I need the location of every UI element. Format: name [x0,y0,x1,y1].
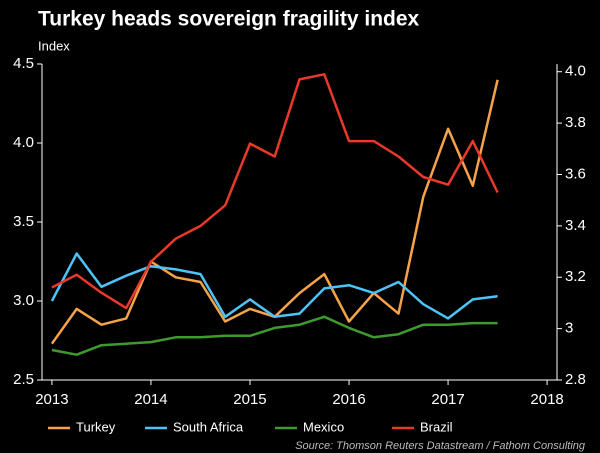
x-tick-label: 2014 [134,391,167,408]
x-tick-label: 2016 [332,391,365,408]
x-tick-label: 2013 [35,391,68,408]
chart-title: Turkey heads sovereign fragility index [38,8,420,31]
y-tick-label: 4.0 [13,134,34,151]
source: Source: Thomson Reuters Datastream / Fat… [295,440,586,452]
y-axis-label: Index [38,38,70,53]
y-tick-label: 3.5 [13,213,34,230]
series-line [51,73,499,310]
legend-label: South Africa [173,419,244,434]
y2-tick-label: 3.6 [565,165,586,182]
y2-tick-label: 3.8 [565,114,586,131]
y2-tick-label: 2.8 [565,371,586,388]
y-tick-label: 2.5 [13,371,34,388]
x-tick-label: 2015 [233,391,266,408]
legend-label: Turkey [76,419,116,434]
series-line [50,252,498,320]
legend-label: Mexico [303,419,344,434]
y2-tick-label: 3.4 [565,217,586,234]
y2-tick-label: 4.0 [565,63,586,80]
x-tick-label: 2017 [431,391,464,408]
series-line [51,315,498,356]
y2-tick-label: 3 [565,320,573,337]
y-tick-label: 3.0 [13,292,34,309]
y-tick-label: 4.5 [13,55,34,72]
x-tick-label: 2018 [530,391,563,408]
legend-label: Brazil [420,419,453,434]
y2-tick-label: 3.2 [565,268,586,285]
